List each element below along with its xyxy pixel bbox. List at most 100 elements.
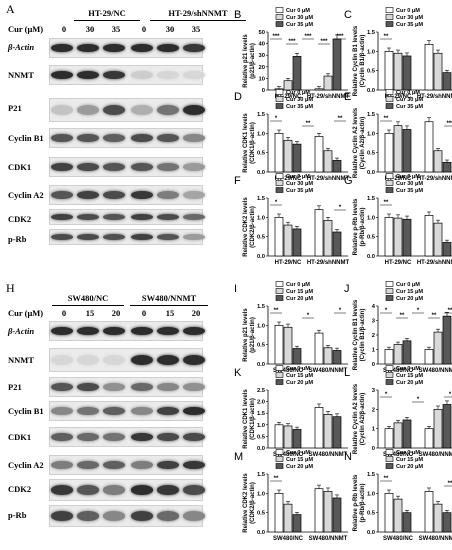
y-axis-label: (p-Rb/β-actin) xyxy=(360,484,366,523)
bar xyxy=(292,143,302,173)
panel-letter-j: J xyxy=(344,283,350,295)
bar xyxy=(442,242,452,257)
bar xyxy=(433,503,443,533)
conc-label: 15 xyxy=(85,308,95,318)
conc-label: 0 xyxy=(141,308,147,318)
blot-band xyxy=(183,104,205,116)
legend-swatch xyxy=(385,14,394,20)
legend-label: Cur 20 μM xyxy=(286,380,313,386)
y-tick-label: 0.0 xyxy=(257,170,265,176)
panel-letter-d: D xyxy=(234,91,242,103)
x-category-label: SW480/NNMT xyxy=(309,536,348,542)
x-category-label: HT-29/NC xyxy=(275,176,302,182)
y-tick-label: 1.5 xyxy=(367,196,376,202)
bar xyxy=(433,52,443,91)
bar xyxy=(314,136,324,173)
blot-band xyxy=(131,43,153,53)
y-axis-label: (CDK1/β-actin) xyxy=(250,398,256,440)
y-tick-label: 1.5 xyxy=(367,112,376,118)
legend-label: Cur 15 μM xyxy=(396,289,423,295)
x-category-label: SW480/NNMT xyxy=(419,368,452,374)
blot-strip-beta-actin xyxy=(49,321,205,341)
conc-label: 0 xyxy=(141,24,147,34)
blot-band xyxy=(183,382,205,392)
x-category-label: HT-29/NC xyxy=(275,94,302,100)
blot-band xyxy=(103,133,125,143)
bar xyxy=(402,218,412,257)
x-category-label: SW480/NC xyxy=(273,452,304,458)
y-tick-label: 0.0 xyxy=(367,530,375,536)
blot-band xyxy=(131,406,153,416)
conc-label: 15 xyxy=(165,308,175,318)
blot-band xyxy=(183,133,205,143)
cur-label: Cur (μM) xyxy=(8,24,44,34)
bar xyxy=(442,315,452,365)
conc-label: 35 xyxy=(111,24,121,34)
legend-swatch xyxy=(275,372,284,378)
bar xyxy=(424,428,434,449)
blot-band xyxy=(103,511,125,521)
blot-band xyxy=(103,406,125,416)
blot-band xyxy=(51,326,73,336)
blot-label: CDK2 xyxy=(8,484,32,494)
bar xyxy=(433,222,443,257)
sig-label: ** xyxy=(384,476,389,482)
blot-band xyxy=(77,382,99,392)
legend-label: Cur 20 μM xyxy=(286,464,313,470)
blot-band xyxy=(131,485,153,495)
legend-swatch xyxy=(275,456,284,462)
bar xyxy=(274,216,284,257)
bar xyxy=(292,429,302,449)
y-tick-label: 1.0 xyxy=(367,491,375,497)
bar xyxy=(442,404,452,449)
legend-swatch xyxy=(275,463,284,469)
sig-label: ** xyxy=(274,308,279,314)
blot-band xyxy=(131,104,153,116)
y-tick-label: 0.5 xyxy=(257,235,266,241)
y-tick-label: 40 xyxy=(259,42,265,48)
blot-band xyxy=(131,133,153,143)
bar xyxy=(314,332,324,365)
bar xyxy=(402,419,412,449)
y-axis-label: (p-Rb/β-actin) xyxy=(360,208,366,247)
blot-band xyxy=(157,213,179,221)
blot-band xyxy=(183,354,205,366)
sig-label: * xyxy=(339,205,342,211)
blot-band xyxy=(77,43,99,53)
bar xyxy=(384,216,394,257)
y-axis-label: (p21/β-actin) xyxy=(250,43,256,79)
blot-strip-nnmt xyxy=(49,65,205,85)
blot-band xyxy=(103,70,125,80)
bar xyxy=(314,88,324,91)
x-category-label: SW480/NNMT xyxy=(419,536,452,542)
panel-letter-a: A xyxy=(6,2,15,16)
blot-band xyxy=(157,354,179,366)
y-axis-label: Relative Cyclin B1 levels xyxy=(353,299,359,370)
blot-band xyxy=(51,104,73,116)
blot-band xyxy=(51,162,73,172)
x-category-label: SW480/NNMT xyxy=(309,452,348,458)
cur-label: Cur (μM) xyxy=(8,308,44,318)
bar xyxy=(323,220,333,257)
blot-band xyxy=(51,432,73,442)
blot-strip-cdk2 xyxy=(49,209,205,225)
y-tick-label: 2 xyxy=(372,333,375,339)
group-underline xyxy=(130,305,208,306)
blot-band xyxy=(103,382,125,392)
blot-label: NNMT xyxy=(8,355,34,365)
blot-band xyxy=(183,460,205,470)
bar xyxy=(402,55,412,91)
legend-swatch xyxy=(385,295,394,301)
legend-label: Cur 30 μM xyxy=(286,97,313,103)
blot-band xyxy=(131,162,153,172)
y-tick-label: 3 xyxy=(372,319,376,325)
y-tick-label: 0 xyxy=(372,446,375,452)
y-tick-label: 1.5 xyxy=(257,472,266,478)
blot-strip-cdk1 xyxy=(49,427,205,447)
legend-swatch xyxy=(385,89,394,95)
bar xyxy=(442,72,452,91)
